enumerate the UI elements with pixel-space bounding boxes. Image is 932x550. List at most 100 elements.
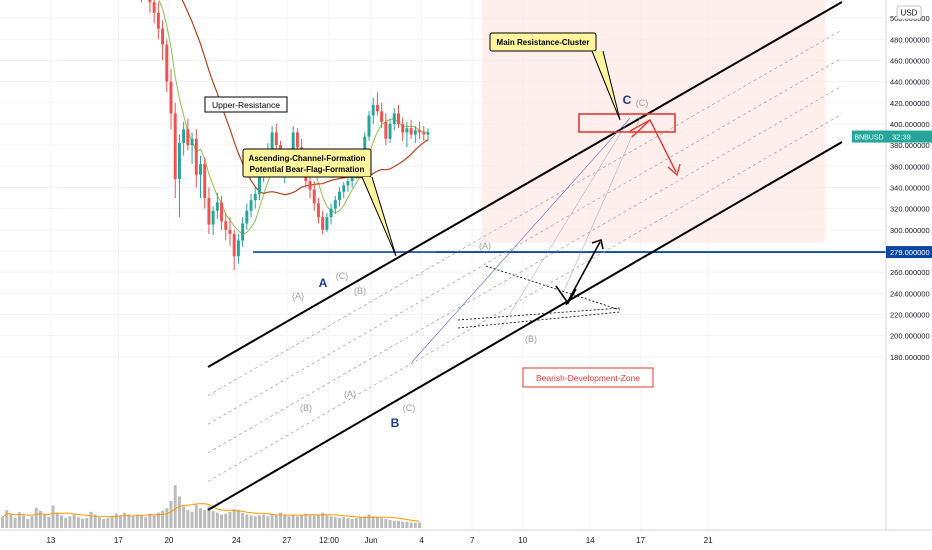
candle-body [333, 200, 337, 209]
candle-body [274, 132, 278, 146]
candle-body [165, 44, 169, 82]
volume-bar [89, 511, 93, 528]
price-axis[interactable]: 180.000000 200.000000 220.000000 240.000000… [852, 0, 932, 530]
volume-bar [367, 514, 371, 528]
volume-bar [220, 514, 224, 528]
volume-bar [177, 496, 181, 528]
time-axis[interactable]: 13 17 20 24 27 12:00 Jun 4 7 10 14 17 21 [0, 529, 932, 550]
volume-bar [114, 513, 118, 528]
bearish-zone-label-box [522, 367, 654, 388]
candle-body [388, 123, 392, 139]
volume-bar [363, 516, 367, 528]
time-tick-label: 27 [282, 536, 291, 545]
candle-body [308, 181, 312, 190]
upper-resistance-box [204, 96, 288, 113]
time-axis-background [0, 530, 932, 550]
volume-bar [333, 517, 337, 528]
time-tick-label: 17 [636, 536, 645, 545]
time-tick-label: 17 [114, 536, 123, 545]
projection-line [499, 117, 631, 331]
main-resistance-callout [489, 32, 597, 52]
volume-bar [127, 514, 131, 528]
candle-body [338, 191, 341, 201]
main-resistance-box [578, 113, 676, 133]
price-tick-label: 440.000000 [890, 78, 930, 87]
volume-bar [34, 507, 38, 528]
volume-bar [203, 510, 207, 528]
wave-minor-label: (C) [636, 98, 649, 108]
countdown-tag [886, 130, 932, 143]
volume-bar [304, 513, 308, 528]
candle-body [148, 0, 152, 3]
volume-bar [300, 514, 304, 528]
price-axis-background [886, 0, 932, 530]
moving-average-fast [158, 0, 428, 235]
price-tick-label: 380.000000 [890, 141, 930, 150]
volume-bar [110, 516, 114, 528]
price-tick-label: 420.000000 [890, 99, 930, 108]
price-tick-label: 520.000000 [890, 0, 930, 2]
time-tick-label: 10 [518, 536, 527, 545]
candle-body [232, 234, 236, 257]
candle-body [211, 210, 215, 225]
wave-minor-label: (B) [525, 334, 537, 344]
price-tick-label: 480.000000 [890, 35, 930, 44]
volume-bar [338, 518, 341, 528]
volume-bar [55, 512, 59, 528]
candle-body [342, 185, 346, 192]
volume-bar [354, 518, 358, 528]
candle-body [203, 164, 207, 199]
volume-bar [380, 518, 384, 528]
volume-bar [228, 511, 232, 528]
volume-bar [72, 514, 76, 528]
candle-body [316, 203, 320, 218]
price-tick-label: 360.000000 [890, 162, 930, 171]
upper-resistance-label: Upper-Resistance [212, 100, 280, 110]
volume-bar [5, 510, 9, 528]
time-tick-label: Jun [365, 536, 378, 545]
volume-bar [140, 515, 143, 528]
volume-bar [388, 519, 392, 528]
currency-label: USD [901, 9, 918, 18]
candle-body [156, 12, 160, 29]
candle-body [224, 221, 228, 230]
candle-body [418, 130, 422, 133]
volume-bar [312, 515, 316, 528]
small-pivot-arrow [555, 285, 577, 305]
candle-body [371, 104, 375, 116]
volume-bar [22, 515, 26, 528]
volume-bar [199, 508, 202, 528]
channel-callout [242, 148, 372, 178]
volume-bar [135, 514, 139, 528]
annotations: Upper-Resistance Main Resistance-Cluster A… [204, 32, 621, 257]
wave-minor-label: (A) [292, 291, 304, 301]
projection-line [411, 117, 631, 363]
wave-minor-label: (C) [403, 403, 416, 413]
volume-bar [308, 514, 312, 528]
price-tick-label: 260.000000 [890, 268, 930, 277]
support-price-tag [886, 246, 932, 259]
volume-bar [186, 510, 190, 528]
volume-bar [182, 506, 186, 528]
volume-bar [47, 516, 51, 528]
volume-bar [401, 521, 405, 528]
volume-bar [291, 515, 295, 528]
volume-bar [418, 522, 422, 528]
main-resistance-pointer [591, 50, 621, 121]
candle-body [392, 113, 396, 124]
ascending-channel [207, 1, 843, 511]
wave-major-label: C [623, 93, 632, 107]
triangle-upper-line [485, 265, 621, 311]
volume-bar [9, 514, 13, 528]
volume-bar [17, 512, 21, 528]
candle-body [182, 129, 186, 144]
bullish-arrow-line [565, 241, 601, 306]
price-tick-label: 460.000000 [890, 56, 930, 65]
volume-bar [60, 515, 63, 528]
time-axis-ticks: 13 17 20 24 27 12:00 Jun 4 7 10 14 17 21 [46, 536, 713, 545]
candle-body [190, 138, 194, 146]
volume-bars [1, 485, 422, 528]
price-tick-label: 180.000000 [890, 353, 930, 362]
wave-labels: A B C (A) (C) (B) (B) (A) (C) (A) (B) (C) [292, 93, 648, 430]
